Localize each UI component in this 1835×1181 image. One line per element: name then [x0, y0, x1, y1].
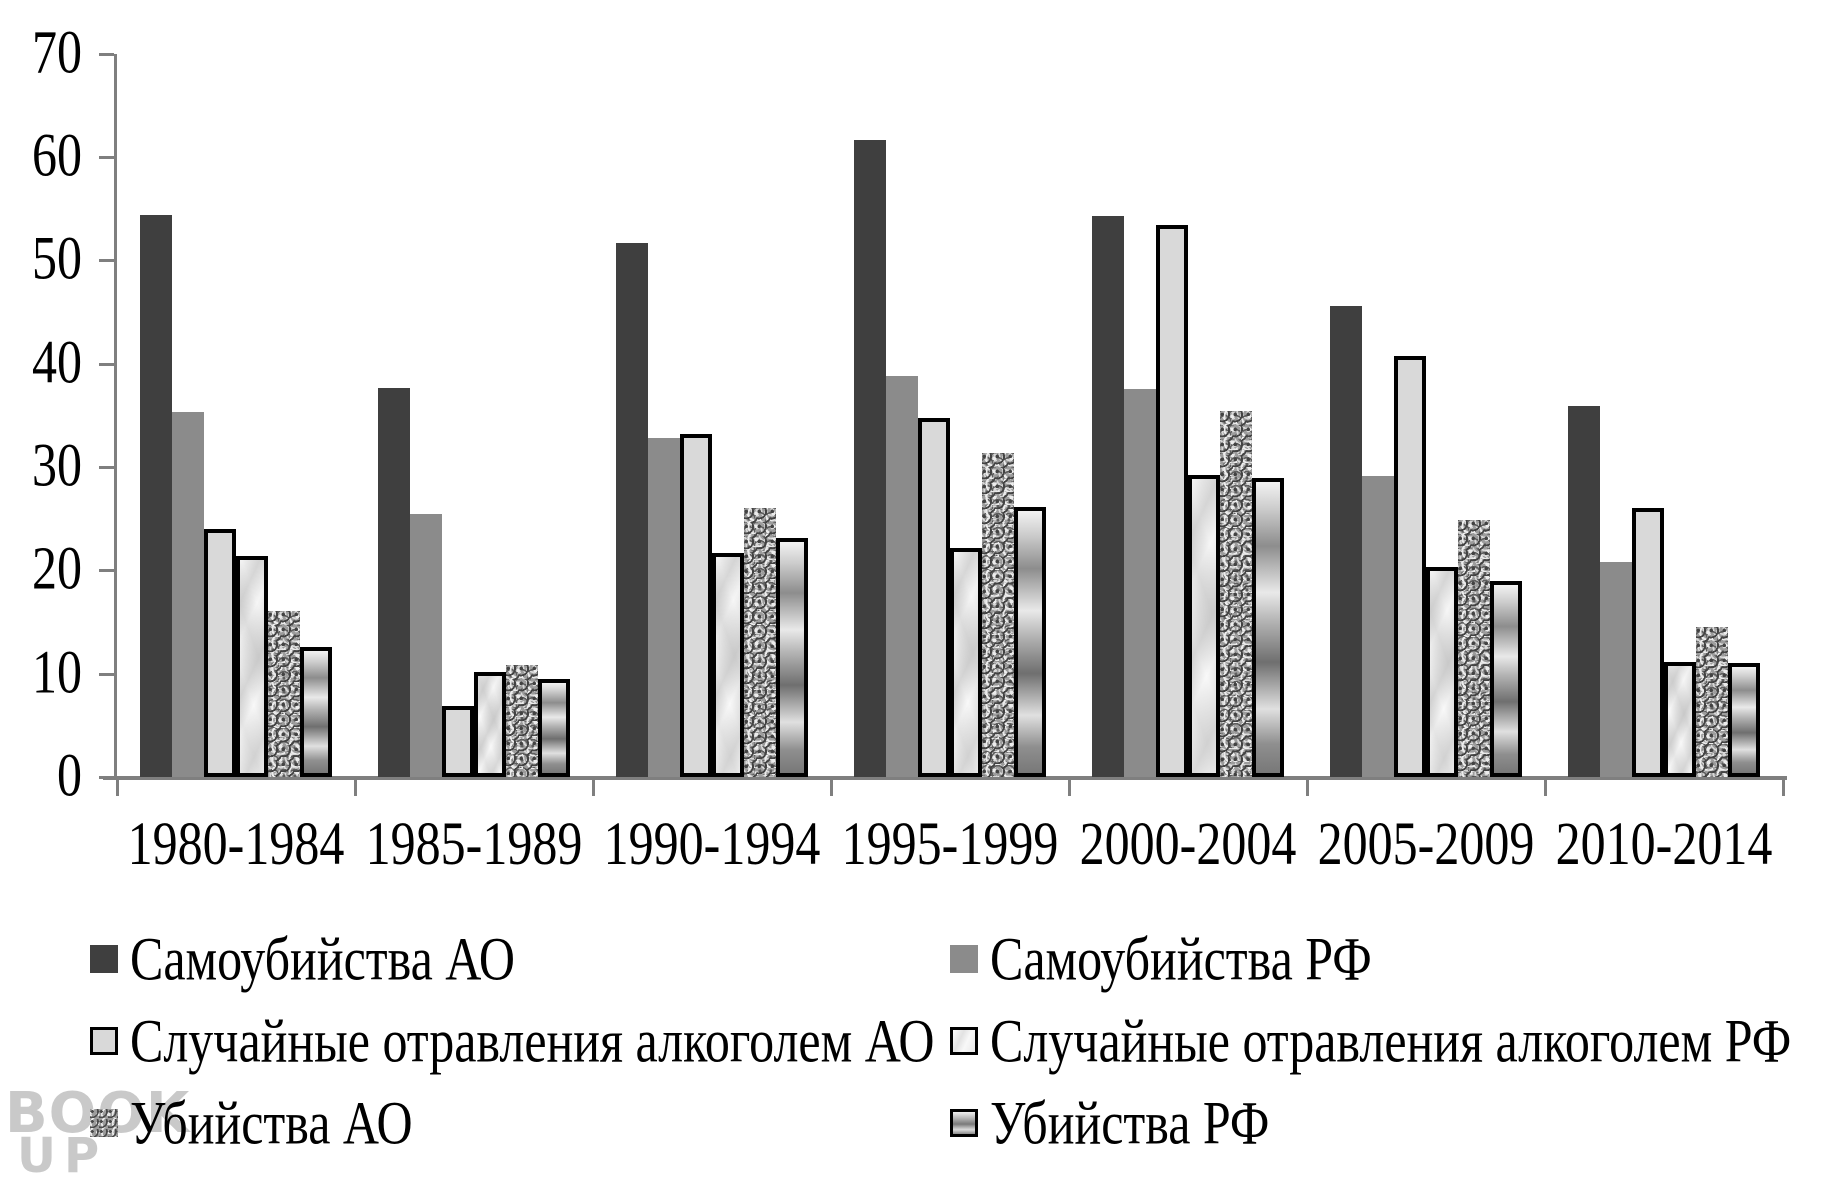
y-axis-tick: [99, 155, 114, 159]
x-axis-label: 2000-2004: [1079, 809, 1297, 878]
x-axis-tick: [116, 780, 119, 796]
bar: [648, 437, 680, 777]
x-axis-tick: [1544, 780, 1547, 796]
bar: [268, 610, 300, 777]
bar: [506, 665, 538, 777]
x-axis-label: 1990-1994: [603, 809, 821, 878]
x-axis-label: 1980-1984: [127, 809, 345, 878]
x-axis-line: [103, 776, 1787, 780]
bar: [1124, 389, 1156, 777]
y-axis-label: 20: [32, 533, 82, 603]
bar: [1330, 305, 1362, 777]
x-axis-label: 1995-1999: [841, 809, 1059, 878]
y-axis-label: 60: [32, 120, 82, 189]
bar: [1252, 478, 1284, 777]
y-axis-tick: [99, 259, 114, 263]
legend-swatch-light-outlined: [90, 1027, 118, 1055]
bar: [204, 528, 236, 777]
legend-item: Самоубийства АО: [90, 925, 515, 993]
y-axis-line: [114, 53, 117, 780]
x-axis-tick: [592, 780, 595, 796]
y-axis-tick: [99, 362, 114, 366]
bar: [1362, 476, 1394, 777]
legend-item: Самоубийства РФ: [950, 925, 1372, 993]
y-axis-label: 40: [32, 327, 82, 396]
y-axis-tick: [99, 672, 114, 676]
bar: [1664, 662, 1696, 777]
y-axis-label: 10: [32, 637, 82, 706]
legend-label: Самоубийства РФ: [990, 924, 1372, 994]
bar: [442, 705, 474, 777]
legend-swatch-gradient-outlined: [950, 1109, 978, 1137]
legend-item: Случайные отравления алкоголем РФ: [950, 1007, 1791, 1075]
bar: [616, 242, 648, 777]
bar: [378, 388, 410, 777]
legend-swatch-gray-solid: [950, 945, 978, 973]
x-axis-tick: [1068, 780, 1071, 796]
bar: [1632, 508, 1664, 777]
legend-swatch-marble-outlined: [950, 1027, 978, 1055]
bar: [1458, 519, 1490, 777]
y-axis-tick: [99, 776, 114, 779]
bar: [172, 412, 204, 777]
y-axis-label: 50: [32, 223, 82, 293]
legend-label: Убийства РФ: [990, 1088, 1270, 1158]
bar: [1188, 475, 1220, 777]
bar: [1696, 627, 1728, 777]
bar: [1092, 215, 1124, 777]
legend-item: Случайные отравления алкоголем АО: [90, 1007, 935, 1075]
x-axis-tick: [354, 780, 357, 796]
bar: [236, 555, 268, 777]
y-axis-label: 30: [32, 430, 82, 499]
legend-label: Случайные отравления алкоголем АО: [130, 1006, 935, 1076]
bar: [744, 508, 776, 777]
bar: [712, 552, 744, 777]
x-axis-tick: [1782, 780, 1785, 796]
legend-swatch-dark-solid: [90, 945, 118, 973]
bar: [1156, 225, 1188, 777]
legend-item: Убийства РФ: [950, 1089, 1269, 1157]
x-axis-tick: [1306, 780, 1309, 796]
bar: [410, 514, 442, 777]
y-axis-tick: [99, 569, 114, 573]
x-axis-label: 2005-2009: [1317, 809, 1535, 878]
bar: [982, 453, 1014, 777]
bar: [680, 433, 712, 777]
x-axis-label: 1985-1989: [365, 809, 583, 878]
bar: [1600, 562, 1632, 777]
legend-label: Случайные отравления алкоголем РФ: [990, 1006, 1792, 1076]
y-axis-label: 70: [32, 17, 82, 86]
bar: [1568, 405, 1600, 777]
bar: [918, 418, 950, 777]
bar: [1728, 663, 1760, 777]
bar: [1394, 356, 1426, 777]
bar: [1490, 580, 1522, 777]
y-axis-tick: [99, 465, 114, 469]
legend-label: Самоубийства АО: [130, 924, 515, 994]
x-axis-tick: [830, 780, 833, 796]
y-axis-label: 0: [57, 740, 82, 809]
x-axis-label: 2010-2014: [1555, 809, 1773, 878]
bar: [300, 646, 332, 777]
bar: [776, 538, 808, 777]
bar: [1014, 507, 1046, 777]
bar: [1426, 567, 1458, 777]
legend-item: Убийства АО: [90, 1089, 413, 1157]
bar: [1220, 411, 1252, 777]
bar: [538, 678, 570, 777]
bar: [474, 671, 506, 777]
legend-swatch-speckle: [90, 1109, 118, 1137]
bar: [854, 140, 886, 777]
bar: [140, 214, 172, 777]
bar: [950, 547, 982, 777]
y-axis-tick: [99, 52, 114, 56]
watermark-line2: UP: [17, 1128, 108, 1181]
legend-label: Убийства АО: [130, 1088, 413, 1158]
bar: [886, 375, 918, 777]
